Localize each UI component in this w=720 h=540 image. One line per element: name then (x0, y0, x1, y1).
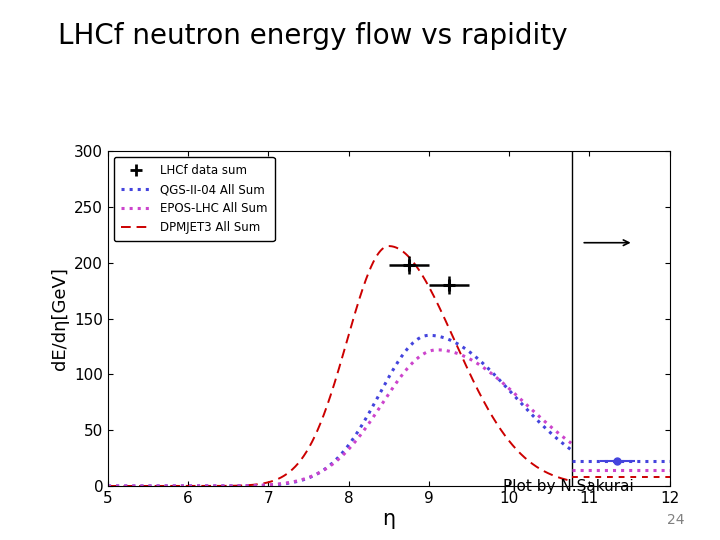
X-axis label: η: η (382, 509, 395, 529)
Text: LHCf neutron energy flow vs rapidity: LHCf neutron energy flow vs rapidity (58, 22, 567, 50)
Text: 24: 24 (667, 512, 684, 526)
Legend: LHCf data sum, QGS-II-04 All Sum, EPOS-LHC All Sum, DPMJET3 All Sum: LHCf data sum, QGS-II-04 All Sum, EPOS-L… (114, 157, 274, 241)
Y-axis label: dE/dη[GeV]: dE/dη[GeV] (50, 267, 68, 370)
Text: Plot by N.Sakurai: Plot by N.Sakurai (503, 479, 634, 494)
